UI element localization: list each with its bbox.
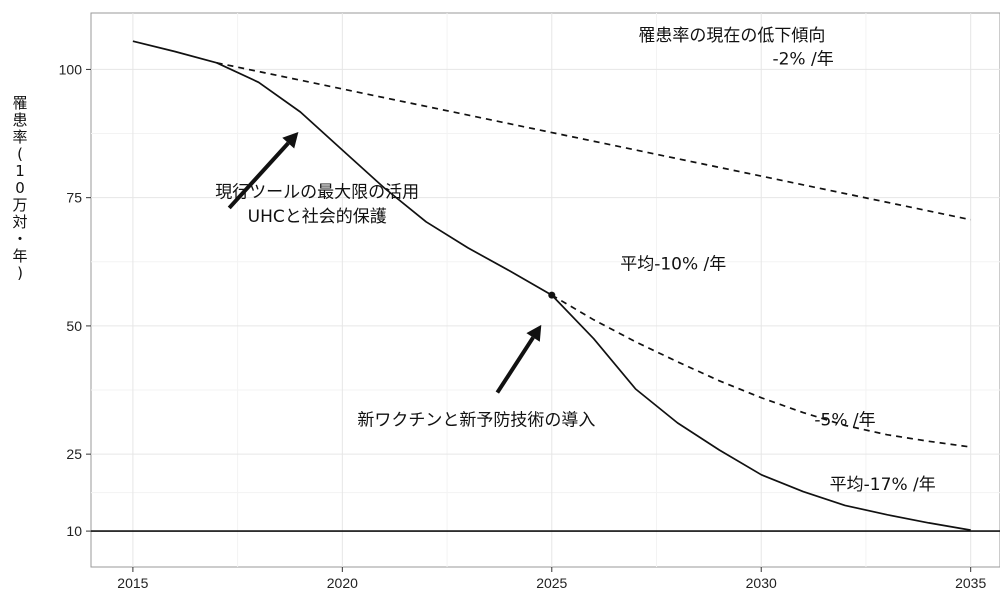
y-tick-label: 100 [59, 61, 83, 77]
annotation-text: 新ワクチンと新予防技術の導入 [357, 410, 595, 430]
annotation-text: -5% /年 [814, 410, 875, 430]
y-axis-label-text: 罹患率(1 0 万対・年) [12, 94, 27, 282]
arrow-shaft [227, 141, 290, 210]
annotation-text: 平均-17% /年 [830, 475, 936, 495]
annotation-arrows [227, 132, 542, 394]
y-tick-label: 25 [66, 446, 82, 462]
x-axis: 2015 2020 2025 2030 2035 [117, 567, 986, 591]
data-point [548, 291, 556, 299]
minor-grid [91, 13, 1000, 567]
annotation-text: UHCと社会的保護 [248, 207, 387, 227]
y-tick-label: 50 [66, 318, 82, 334]
arrow-shaft [495, 336, 535, 394]
x-tick-label: 2015 [117, 575, 148, 591]
series-line-3 [551, 294, 971, 448]
series-line-2 [216, 61, 971, 221]
annotation-text: 罹患率の現在の低下傾向 [638, 26, 825, 46]
y-axis-label: 罹患率(1 0 万対・年) [12, 94, 27, 282]
y-axis: 10 25 50 75 100 [59, 61, 91, 539]
plot-panel [90, 12, 1000, 568]
arrow-head [526, 324, 542, 342]
annotation-text: -2% /年 [772, 49, 833, 69]
annotation-text: 平均-10% /年 [620, 254, 726, 274]
annotation-text: 現行ツールの最大限の活用 [215, 183, 419, 203]
y-tick-label: 75 [66, 190, 82, 206]
arrow-head [282, 132, 299, 149]
x-tick-label: 2030 [746, 575, 777, 591]
y-tick-label: 10 [66, 523, 82, 539]
x-tick-label: 2035 [955, 575, 986, 591]
x-tick-label: 2020 [327, 575, 358, 591]
x-tick-label: 2025 [536, 575, 567, 591]
points [548, 291, 556, 299]
